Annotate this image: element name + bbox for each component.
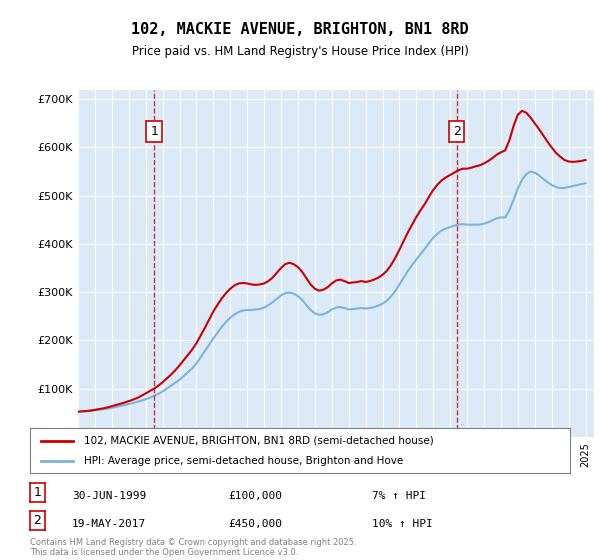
Text: 1: 1 [34,486,41,499]
Text: 102, MACKIE AVENUE, BRIGHTON, BN1 8RD (semi-detached house): 102, MACKIE AVENUE, BRIGHTON, BN1 8RD (s… [84,436,434,446]
Text: Contains HM Land Registry data © Crown copyright and database right 2025.
This d: Contains HM Land Registry data © Crown c… [30,538,356,557]
Text: 2: 2 [452,125,461,138]
Text: 10% ↑ HPI: 10% ↑ HPI [372,519,433,529]
Text: 7% ↑ HPI: 7% ↑ HPI [372,491,426,501]
Text: 102, MACKIE AVENUE, BRIGHTON, BN1 8RD: 102, MACKIE AVENUE, BRIGHTON, BN1 8RD [131,22,469,38]
Text: £100,000: £100,000 [228,491,282,501]
Text: £450,000: £450,000 [228,519,282,529]
Text: Price paid vs. HM Land Registry's House Price Index (HPI): Price paid vs. HM Land Registry's House … [131,45,469,58]
Text: 1: 1 [150,125,158,138]
Text: 30-JUN-1999: 30-JUN-1999 [72,491,146,501]
Text: 19-MAY-2017: 19-MAY-2017 [72,519,146,529]
Text: 2: 2 [34,514,41,527]
Text: HPI: Average price, semi-detached house, Brighton and Hove: HPI: Average price, semi-detached house,… [84,456,403,466]
